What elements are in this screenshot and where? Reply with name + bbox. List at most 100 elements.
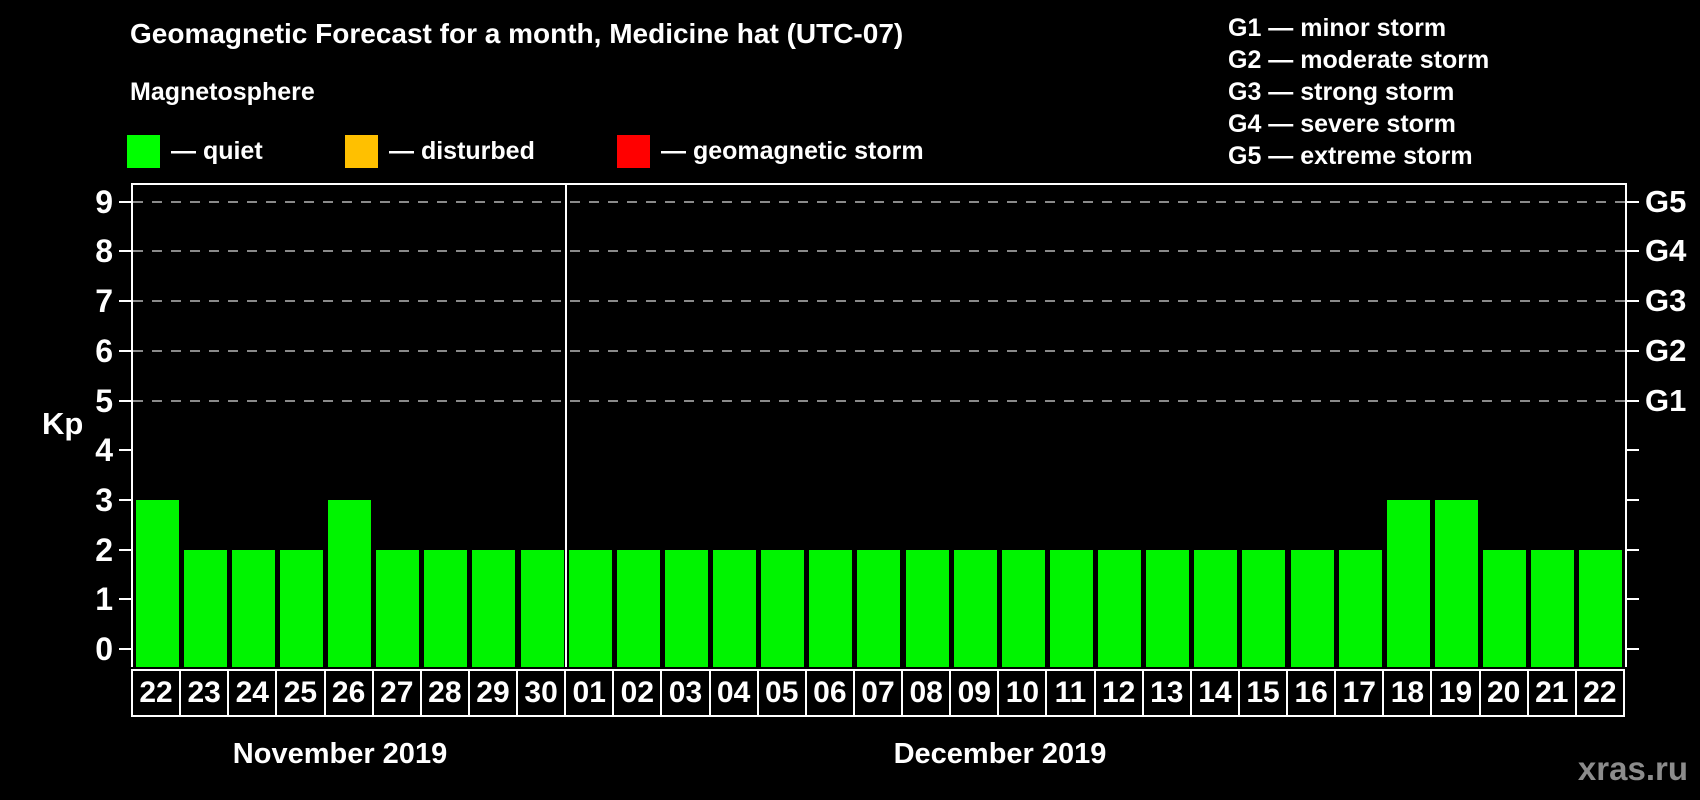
day-cell-30: 30 — [516, 669, 567, 717]
kp-bar-day-28 — [424, 549, 468, 667]
kp-bar-day-19 — [1434, 499, 1478, 667]
day-cell-22: 22 — [1574, 669, 1625, 717]
day-cell-14: 14 — [1189, 669, 1240, 717]
quiet-label: — quiet — [171, 137, 263, 165]
kp-bar-day-27 — [376, 549, 420, 667]
y-tick-label-7: 7 — [95, 283, 113, 320]
month-separator-line — [565, 183, 568, 667]
plot-border-top — [131, 183, 1627, 185]
day-cell-02: 02 — [612, 669, 663, 717]
day-cell-20: 20 — [1478, 669, 1529, 717]
kp-bar-day-01 — [568, 549, 612, 667]
left-tick-kp4 — [119, 449, 131, 452]
day-cell-05: 05 — [756, 669, 807, 717]
kp-bar-day-15 — [1242, 549, 1286, 667]
left-tick-kp9 — [119, 200, 131, 203]
g-axis-label-g1: G1 — [1645, 382, 1687, 418]
right-tick-kp2 — [1627, 548, 1639, 551]
kp-bar-day-22 — [1579, 549, 1623, 667]
day-cell-23: 23 — [179, 669, 230, 717]
g-axis-label-g4: G4 — [1645, 233, 1687, 269]
disturbed-label: — disturbed — [389, 137, 535, 165]
g-legend-line: G1 — minor storm — [1228, 14, 1447, 42]
plot-border-right — [1625, 183, 1627, 667]
y-tick-label-4: 4 — [95, 432, 113, 469]
kp-bar-day-20 — [1483, 549, 1527, 667]
right-tick-kp3 — [1627, 498, 1639, 501]
right-tick-kp1 — [1627, 598, 1639, 601]
kp-bar-day-07 — [857, 549, 901, 667]
kp-bar-day-09 — [953, 549, 997, 667]
magnetosphere-legend-title: Magnetosphere — [130, 78, 315, 106]
kp-bar-day-11 — [1049, 549, 1093, 667]
kp-bar-day-08 — [905, 549, 949, 667]
kp-bar-day-16 — [1290, 549, 1334, 667]
day-cell-08: 08 — [901, 669, 952, 717]
geomagnetic-storm-label: — geomagnetic storm — [661, 137, 924, 165]
plot-border-left — [131, 183, 133, 667]
day-cell-21: 21 — [1526, 669, 1577, 717]
gridline-kp8 — [133, 250, 1625, 253]
day-cell-10: 10 — [997, 669, 1048, 717]
g-legend-line: G4 — severe storm — [1228, 110, 1456, 138]
left-tick-kp3 — [119, 498, 131, 501]
kp-bar-day-22 — [135, 499, 179, 667]
right-tick-kp7 — [1627, 300, 1639, 303]
g-scale-legend: G1 — minor storm G2 — moderate storm G3 — … — [1228, 12, 1489, 172]
right-tick-kp0 — [1627, 648, 1639, 650]
gridline-kp5 — [133, 399, 1625, 402]
kp-bar-day-29 — [472, 549, 516, 667]
left-tick-kp2 — [119, 548, 131, 551]
day-cell-24: 24 — [227, 669, 278, 717]
g-legend-line: G5 — extreme storm — [1228, 142, 1473, 170]
left-tick-kp1 — [119, 598, 131, 601]
kp-bar-day-30 — [520, 549, 564, 667]
day-cell-22: 22 — [131, 669, 182, 717]
kp-bar-day-06 — [809, 549, 853, 667]
gridline-kp6 — [133, 349, 1625, 352]
day-cell-29: 29 — [467, 669, 519, 717]
day-cell-19: 19 — [1430, 669, 1481, 717]
day-cell-13: 13 — [1141, 669, 1192, 717]
left-tick-kp0 — [119, 648, 131, 650]
disturbed-swatch — [345, 135, 378, 168]
right-tick-kp8 — [1627, 250, 1639, 253]
kp-bar-day-24 — [231, 549, 275, 667]
day-cell-17: 17 — [1334, 669, 1385, 717]
right-tick-kp5 — [1627, 399, 1639, 402]
g-axis-label-g5: G5 — [1645, 183, 1687, 219]
day-cell-03: 03 — [660, 669, 711, 717]
left-tick-kp5 — [119, 399, 131, 402]
kp-bar-day-23 — [183, 549, 227, 667]
kp-bar-day-18 — [1386, 499, 1430, 667]
kp-bar-day-10 — [1001, 549, 1045, 667]
g-legend-line: G3 — strong storm — [1228, 78, 1455, 106]
right-tick-kp6 — [1627, 349, 1639, 352]
kp-bar-day-02 — [616, 549, 660, 667]
y-tick-label-8: 8 — [95, 233, 113, 270]
y-tick-label-0: 0 — [95, 631, 113, 667]
right-tick-kp4 — [1627, 449, 1639, 452]
month-label-december: December 2019 — [893, 738, 1107, 770]
kp-bar-day-04 — [713, 549, 757, 667]
day-cell-28: 28 — [419, 669, 470, 717]
g-axis-label-g3: G3 — [1645, 283, 1687, 319]
y-tick-label-9: 9 — [95, 183, 113, 220]
kp-bar-day-12 — [1098, 549, 1142, 667]
month-label-november: November 2019 — [232, 738, 448, 770]
day-cell-25: 25 — [275, 669, 326, 717]
y-tick-label-1: 1 — [95, 581, 113, 618]
watermark: xras.ru — [1577, 750, 1688, 787]
y-tick-label-3: 3 — [95, 481, 113, 518]
day-cell-06: 06 — [804, 669, 855, 717]
day-cell-15: 15 — [1237, 669, 1289, 717]
kp-bar-day-21 — [1531, 549, 1575, 667]
kp-bar-day-03 — [664, 549, 708, 667]
geomagnetic-storm-swatch — [617, 135, 650, 168]
day-cell-27: 27 — [371, 669, 422, 717]
g-legend-line: G2 — moderate storm — [1228, 46, 1490, 74]
day-cell-12: 12 — [1093, 669, 1144, 717]
kp-bar-day-17 — [1338, 549, 1382, 667]
chart-title: Geomagnetic Forecast for a month, Medici… — [130, 18, 904, 49]
